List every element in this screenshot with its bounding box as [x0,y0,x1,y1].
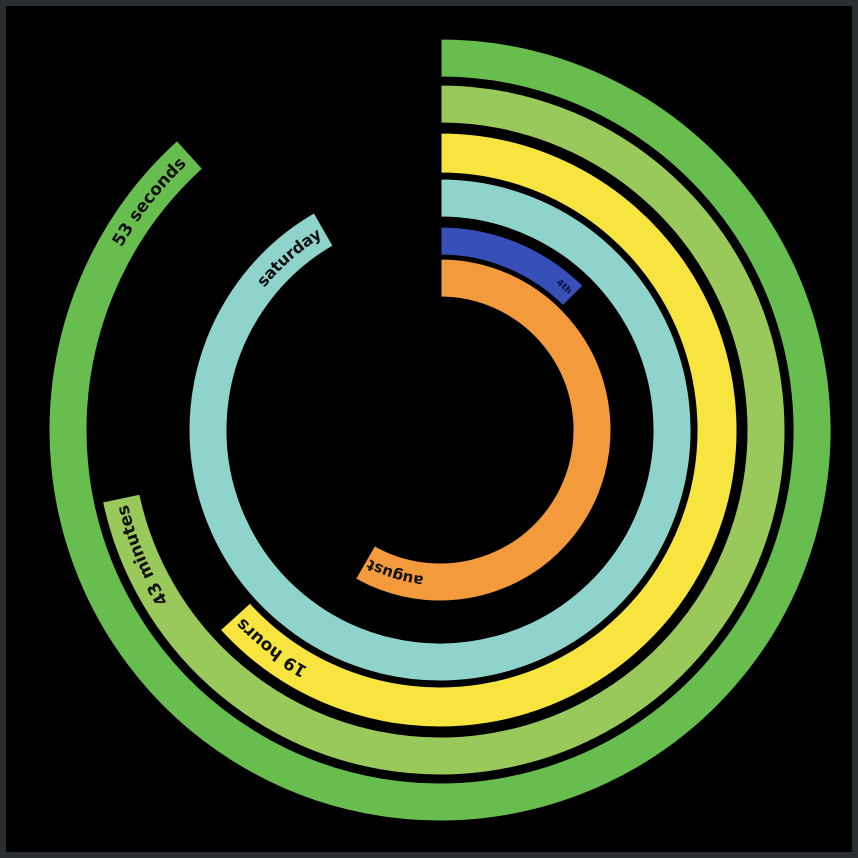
ring-date-arc [438,224,586,309]
ring-month: august [352,256,614,604]
ring-date: 4th [438,224,586,309]
ring-hours-arc [217,130,740,730]
ring-day-arc [186,176,694,684]
ring-month-arc [352,256,614,604]
ring-minutes-arc [99,82,788,778]
ring-seconds-arc [46,36,834,824]
